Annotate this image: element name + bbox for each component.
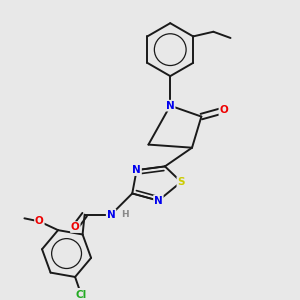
- Text: O: O: [35, 216, 44, 226]
- Text: H: H: [121, 210, 129, 219]
- Text: S: S: [177, 177, 185, 187]
- Text: N: N: [107, 210, 116, 220]
- Text: O: O: [71, 222, 80, 232]
- Text: Cl: Cl: [76, 290, 87, 300]
- Text: O: O: [219, 105, 228, 115]
- Text: N: N: [132, 165, 141, 175]
- Text: N: N: [166, 101, 175, 111]
- Text: N: N: [154, 196, 163, 206]
